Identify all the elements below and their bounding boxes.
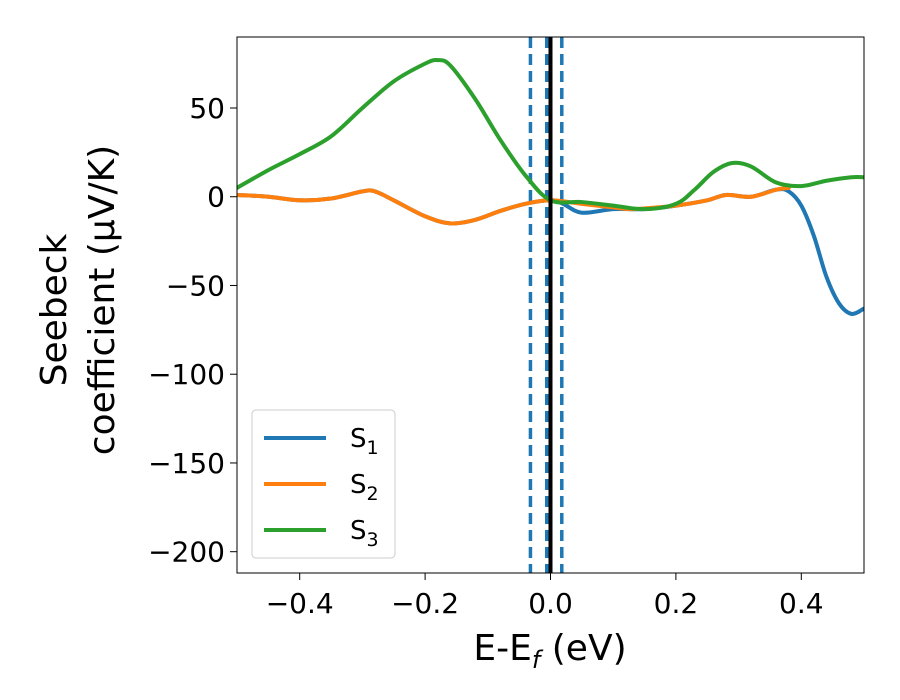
y-tick-label: 0 bbox=[207, 181, 225, 214]
y-tick-label: −50 bbox=[166, 269, 225, 302]
y-tick-label: −100 bbox=[148, 358, 225, 391]
x-tick-label: 0.2 bbox=[654, 587, 699, 620]
series-line-s2 bbox=[237, 185, 791, 226]
x-axis-title: E-Ef (eV) bbox=[473, 628, 626, 674]
x-tick-label: −0.4 bbox=[266, 587, 334, 620]
x-tick-label: 0.4 bbox=[779, 587, 824, 620]
series-lines bbox=[237, 37, 864, 573]
y-axis-ticks: 50 0 −50 −100 −150 −200 bbox=[148, 92, 237, 569]
fermi-lines bbox=[528, 37, 564, 573]
y-tick-label: 50 bbox=[189, 92, 225, 125]
y-tick-label: −150 bbox=[148, 447, 225, 480]
x-tick-label: 0.0 bbox=[528, 587, 573, 620]
legend-label-s1: S1 bbox=[350, 424, 379, 459]
legend: S1 S2 S3 bbox=[251, 409, 396, 559]
legend-label-s2: S2 bbox=[350, 470, 379, 505]
x-axis-ticks: −0.4 −0.2 0.0 0.2 0.4 bbox=[266, 573, 824, 620]
x-tick-label: −0.2 bbox=[391, 587, 459, 620]
y-axis-title-line2: coefficient (μV/K) bbox=[82, 145, 123, 455]
legend-label-s3: S3 bbox=[350, 516, 379, 551]
y-axis-title-line1: Seebeck bbox=[34, 233, 75, 386]
y-tick-label: −200 bbox=[148, 536, 225, 569]
series-line-s3 bbox=[237, 57, 864, 212]
